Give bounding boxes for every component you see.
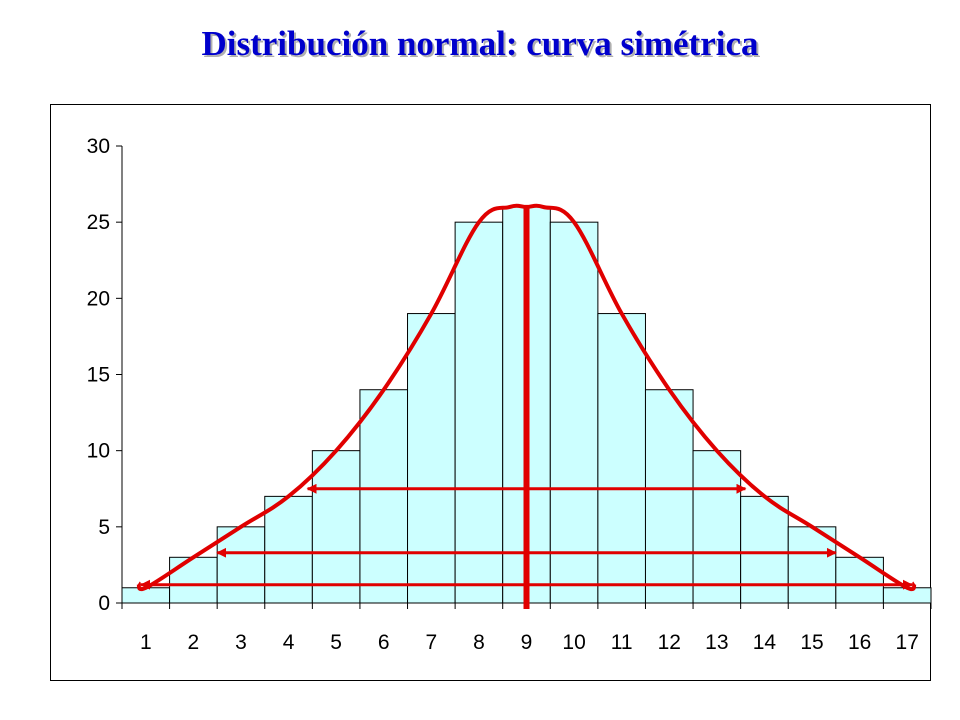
bar bbox=[549, 221, 599, 604]
x-tick-label: 12 bbox=[658, 631, 681, 654]
x-tick-label: 1 bbox=[140, 631, 152, 654]
bar bbox=[407, 313, 456, 604]
y-tick-label: 30 bbox=[87, 135, 110, 158]
bar bbox=[311, 450, 361, 604]
x-tick-label: 17 bbox=[896, 631, 919, 654]
chart-frame: 0 5 10 15 20 25 30 1 2 3 4 5 6 7 8 9 10 11 12 13 14 15 16 17 bbox=[50, 104, 932, 681]
bar bbox=[454, 221, 504, 604]
x-tick-label: 6 bbox=[378, 631, 390, 654]
bar bbox=[835, 556, 884, 604]
x-tick-label: 11 bbox=[611, 631, 633, 654]
bar bbox=[644, 389, 694, 604]
y-tick-label: 25 bbox=[87, 211, 110, 234]
x-tick-label: 4 bbox=[283, 631, 295, 654]
y-tick-label: 15 bbox=[87, 364, 110, 387]
bar bbox=[692, 450, 742, 604]
bar bbox=[359, 389, 409, 604]
page-title: Distribución normal: curva simétrica bbox=[201, 24, 759, 63]
x-tick-label: 3 bbox=[235, 631, 247, 654]
bar bbox=[740, 495, 789, 604]
x-tick-label: 7 bbox=[425, 631, 437, 654]
x-tick-label: 10 bbox=[562, 631, 585, 654]
x-tick-label: 8 bbox=[473, 631, 485, 654]
bar bbox=[787, 526, 837, 604]
annotation-layer bbox=[136, 203, 917, 609]
bar bbox=[169, 556, 218, 604]
x-tick-label: 14 bbox=[753, 631, 777, 654]
bar bbox=[264, 495, 313, 604]
x-tick-label: 9 bbox=[521, 631, 533, 654]
bar bbox=[121, 587, 171, 604]
y-tick-label: 5 bbox=[98, 516, 110, 539]
x-tick-label: 5 bbox=[330, 631, 342, 654]
x-tick-label: 15 bbox=[800, 631, 823, 654]
symmetric-curve bbox=[136, 203, 917, 592]
bar bbox=[882, 587, 932, 604]
x-tick-label: 16 bbox=[848, 631, 871, 654]
y-tick-label: 20 bbox=[87, 287, 110, 310]
y-tick-label: 0 bbox=[98, 592, 110, 615]
x-tick-label: 13 bbox=[705, 631, 728, 654]
bar bbox=[597, 313, 646, 604]
y-tick-label: 10 bbox=[87, 440, 110, 463]
x-tick-label: 2 bbox=[188, 631, 200, 654]
